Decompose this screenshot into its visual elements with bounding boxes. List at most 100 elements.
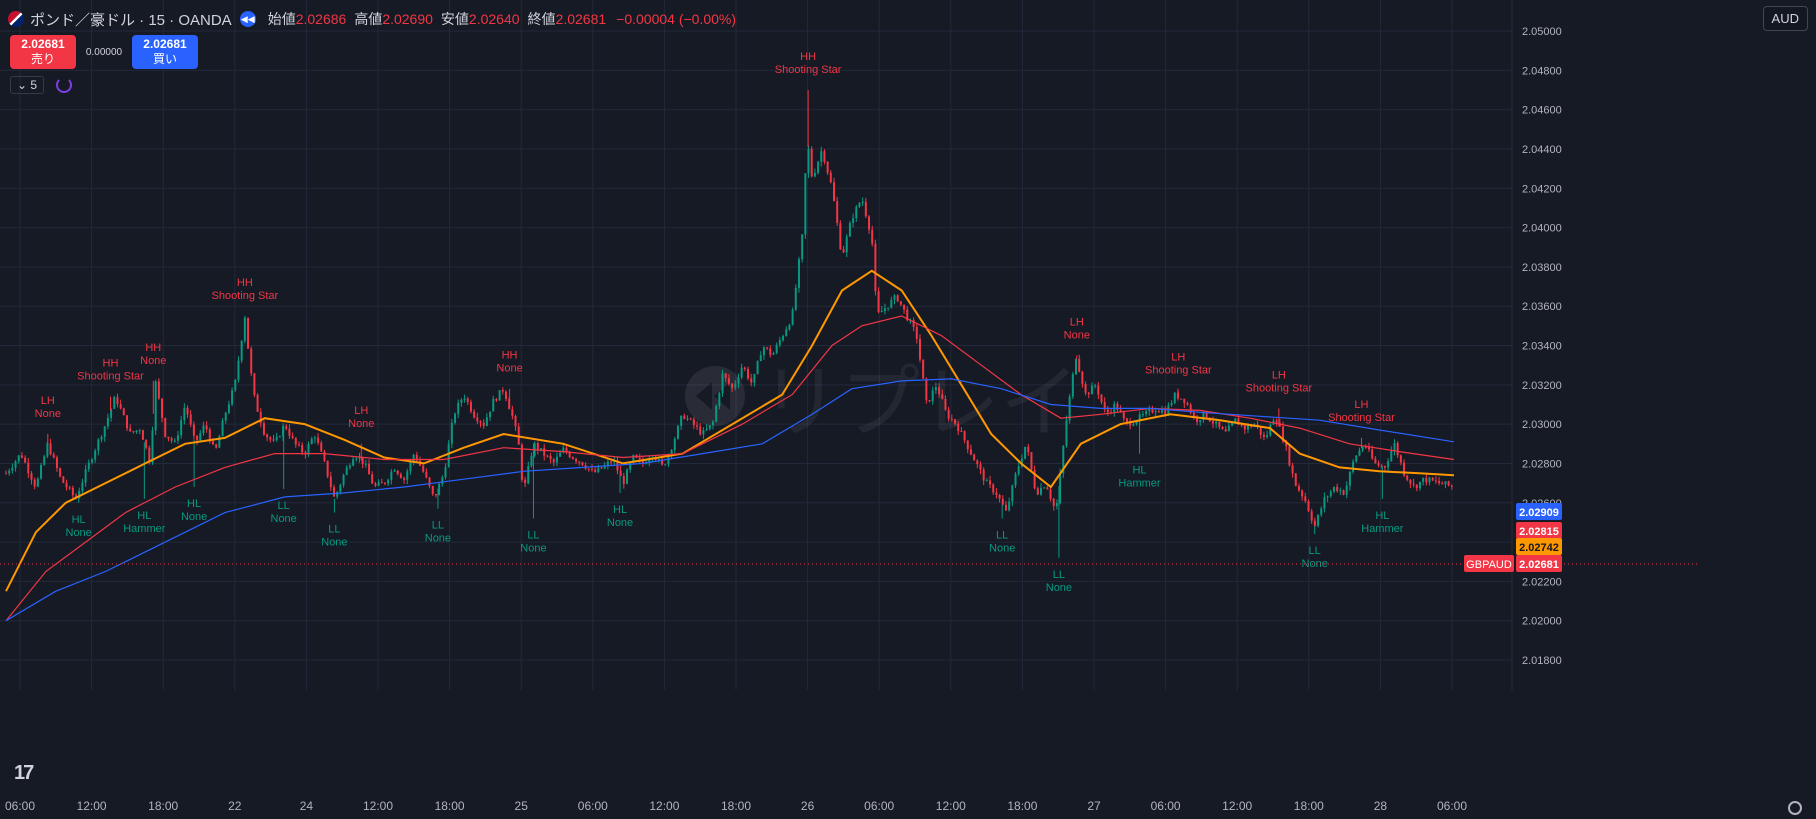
tradingview-logo-icon[interactable]: 17 [14,762,34,784]
swing-label: HH [502,350,518,362]
sell-button[interactable]: 2.02681 売り [10,35,76,69]
candle-body [1090,385,1093,395]
pattern-label: None [140,355,166,367]
candle-body [998,494,1001,499]
candle-body [893,295,896,300]
pattern-label: Hammer [1118,478,1161,490]
candle-body [1269,424,1272,436]
candle-body [113,397,116,409]
candle-body [603,465,606,469]
candle-body [240,340,243,361]
open-label: 始値 [267,11,296,27]
candle-body [428,477,431,487]
candle-body [756,361,759,374]
pattern-label: None [271,513,297,525]
candle-body [794,287,797,310]
candle-body [826,161,829,173]
replay-icon[interactable]: ◀◀ [239,11,256,27]
buy-label: 買い [152,52,177,66]
candle-body [982,469,985,481]
candle-body [1301,490,1304,497]
sell-price: 2.02681 [21,37,65,51]
x-tick-label: 12:00 [936,799,966,813]
indicator-bar: ⌄ 5 [10,76,73,94]
candle-body [390,471,393,480]
candle-body [699,426,702,435]
candle-body [1122,412,1125,419]
candle-body [705,428,708,431]
candle-body [266,434,269,438]
candle-body [1202,412,1205,421]
candle-body [1336,486,1339,491]
candle-body [485,417,488,426]
candle-body [383,482,386,484]
candle-body [597,467,600,473]
candle-body [1046,487,1049,490]
candle-body [657,459,660,461]
candle-body [762,347,765,356]
candle-body [278,436,281,438]
buy-button[interactable]: 2.02681 買い [132,35,198,69]
currency-selector[interactable]: AUD [1762,6,1808,31]
x-tick-label: 24 [300,799,314,813]
candle-body [689,418,692,420]
price-label-value: 2.02681 [1519,559,1559,571]
candle-body [1097,385,1100,395]
candle-body [1352,461,1355,472]
x-tick-label: 12:00 [649,799,679,813]
x-tick-label: 12:00 [1222,799,1252,813]
candle-body [1266,435,1269,437]
candle-body [810,148,813,177]
indicator-toggle-button[interactable]: ⌄ 5 [10,76,45,94]
candle-body [186,407,189,415]
candle-body [313,437,316,439]
candle-body [501,390,504,392]
currency-flag-icon [8,11,24,27]
candle-body [1148,409,1151,412]
candle-body [482,422,485,426]
pattern-label: None [348,418,374,430]
symbol-title[interactable]: ポンド／豪ドル · 15 · OANDA [30,11,232,29]
swing-label: LL [1309,545,1321,557]
candle-body [740,367,743,378]
candle-body [1428,477,1431,483]
candle-body [1390,451,1393,462]
candle-body [1409,479,1412,484]
price-label-value: 2.02742 [1519,542,1559,554]
swing-label: LL [996,529,1008,541]
candle-body [52,454,55,458]
candle-body [1205,412,1208,418]
candle-body [498,390,501,401]
candle-body [954,419,957,424]
candle-body [103,426,106,437]
open-value: 2.02686 [295,11,347,27]
x-tick-label: 06:00 [864,799,894,813]
candle-body [1387,461,1390,468]
price-axis[interactable]: 2.05000 2.04800 2.04600 2.04400 2.04200 2.040… [1511,0,1562,690]
candle-body [1297,485,1300,491]
candle-body [820,151,823,162]
candle-body [1275,420,1278,423]
candle-body [205,425,208,430]
candle-body [1221,426,1224,430]
time-axis[interactable]: 06:00 12:00 18:00 22 24 12:00 18:00 25 06:00 12:0… [5,799,1467,813]
swing-label: HL [1132,465,1146,477]
candle-body [1087,392,1090,395]
candle-body [673,438,676,451]
candle-body [1183,398,1186,404]
candle-body [374,483,377,486]
candle-body [247,317,250,349]
candle-body [931,390,934,402]
candle-body [928,400,931,402]
x-tick-label: 06:00 [5,799,35,813]
candle-body [992,484,995,493]
price-label-value: 2.02815 [1519,526,1559,538]
candle-body [1068,396,1071,421]
pattern-label: None [66,527,92,539]
candle-body [702,430,705,435]
candle-body [1415,484,1418,489]
candle-body [1323,497,1326,509]
x-tick-label: 12:00 [77,799,107,813]
settings-gear-icon[interactable] [1788,801,1802,815]
